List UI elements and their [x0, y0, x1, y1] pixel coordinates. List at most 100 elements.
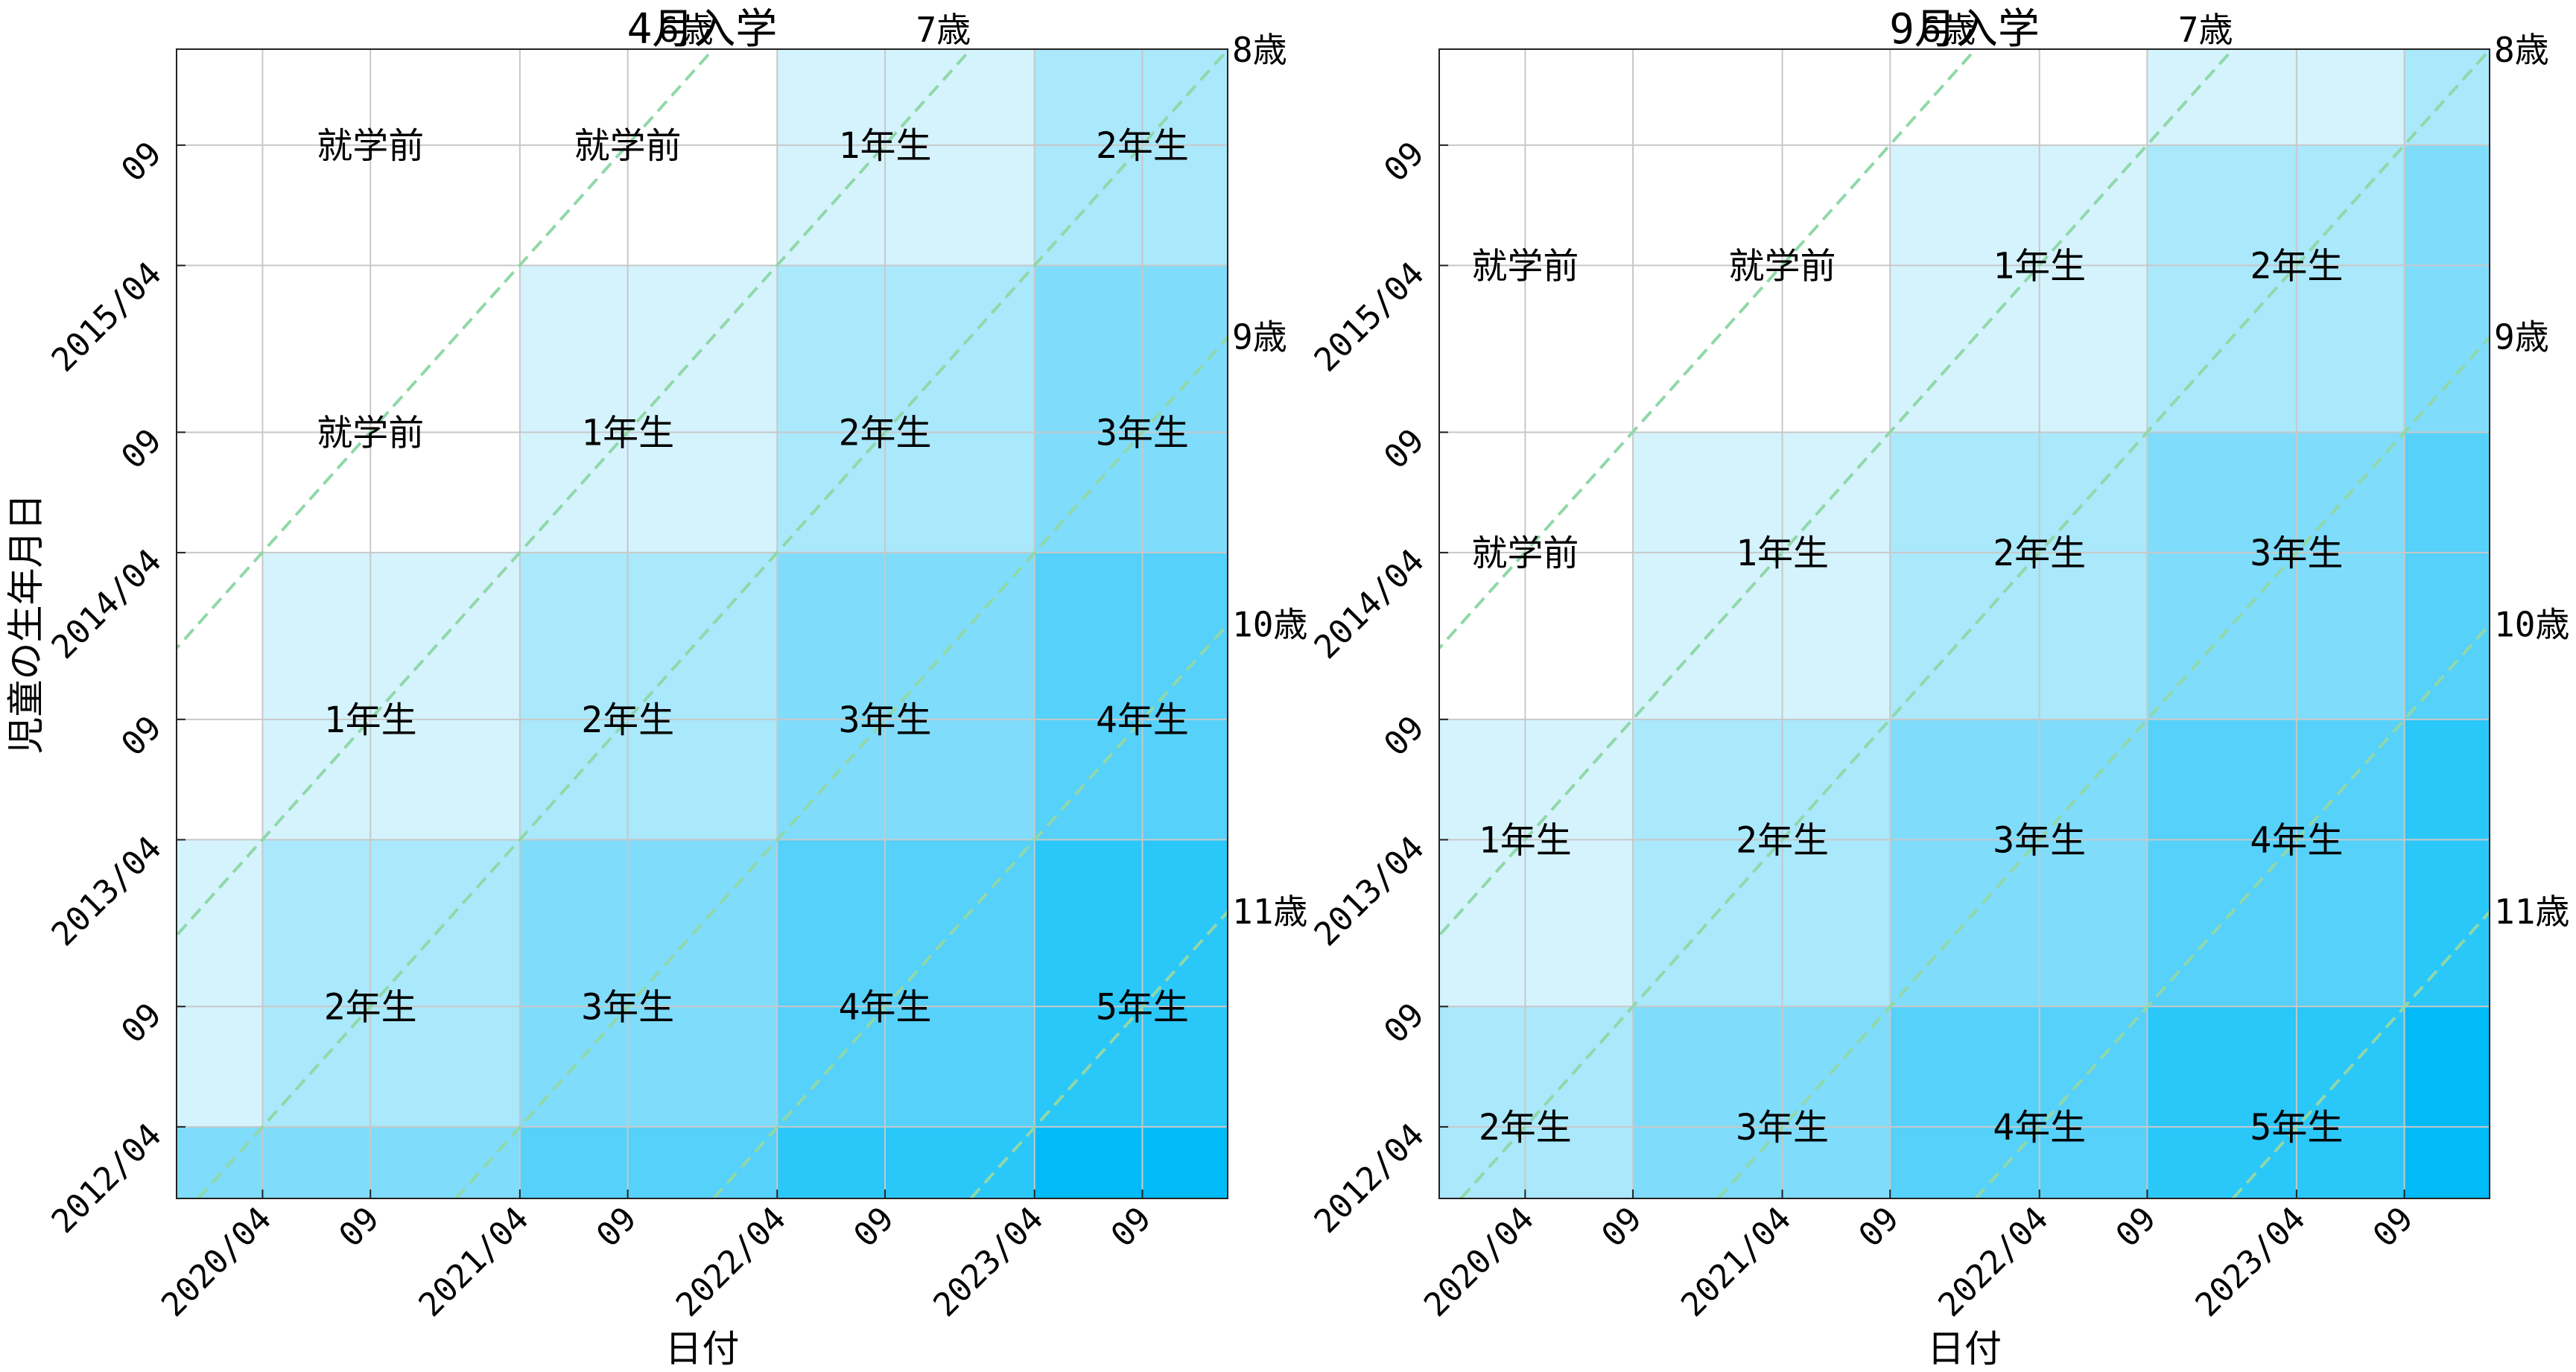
age-label: 8歳: [1232, 30, 1287, 70]
y-tick-label: 09: [1377, 709, 1432, 764]
age-label: 11歳: [1232, 892, 1307, 932]
x-tick-label: 09: [1104, 1200, 1159, 1255]
heatmap-cell: [777, 49, 1035, 266]
y-tick-label: 09: [114, 135, 169, 190]
y-axis-label: 児童の生年月日: [4, 494, 48, 755]
cell-label: 3年生: [1096, 412, 1189, 454]
heatmap-cell: [1633, 1006, 1891, 1198]
y-tick-label: 09: [1377, 422, 1432, 477]
cell-label: 就学前: [317, 125, 424, 167]
heatmap-cell: [1034, 839, 1228, 1127]
heatmap-cell: [1034, 265, 1228, 553]
cell-label: 4年生: [839, 986, 932, 1028]
cell-label: 1年生: [1993, 245, 2086, 287]
y-tick-label: 2012/04: [45, 1117, 169, 1241]
age-label: 8歳: [2494, 30, 2549, 70]
age-line: [1974, 622, 2490, 1198]
heatmap-cell: [262, 1126, 520, 1198]
y-tick-label: 2014/04: [1307, 542, 1432, 667]
y-tick-label: 09: [1377, 996, 1432, 1051]
cells-group: [177, 49, 1228, 1198]
x-tick-label: 09: [331, 1200, 387, 1255]
x-axis-label: 日付: [665, 1327, 740, 1371]
cell-label: 就学前: [1471, 245, 1579, 287]
age-label: 6歳: [659, 10, 714, 50]
y-tick-label: 09: [1377, 135, 1432, 190]
cell-label: 3年生: [2250, 533, 2343, 574]
heatmap-cell: [177, 839, 263, 1127]
x-tick-label: 2022/04: [1931, 1200, 2055, 1324]
age-line: [1439, 49, 1977, 651]
age-line: [1439, 49, 2234, 938]
cell-label: 3年生: [581, 986, 674, 1028]
x-tick-label: 2022/04: [669, 1200, 793, 1324]
cell-label: 就学前: [1729, 245, 1836, 287]
heatmap-cell: [177, 49, 263, 840]
age-line: [1717, 334, 2490, 1198]
age-label: 6歳: [1920, 10, 1976, 50]
cell-label: 2年生: [1096, 125, 1189, 167]
cell-label: 4年生: [2250, 819, 2343, 861]
heatmap-cell: [2404, 144, 2490, 433]
heatmap-cell: [2404, 1006, 2490, 1198]
cell-label: 2年生: [1736, 819, 1829, 861]
x-tick-label: 09: [1851, 1200, 1906, 1255]
panel-title: 4月入学: [627, 5, 778, 54]
heatmap-cell: [2404, 719, 2490, 1007]
heatmap-cell: [1034, 1126, 1228, 1198]
heatmap-cell: [262, 49, 520, 553]
heatmap-cell: [2147, 49, 2405, 145]
plot-frame: [176, 48, 1228, 1199]
heatmap-cell: [1890, 1006, 2148, 1198]
cell-label: 1年生: [1736, 533, 1829, 574]
y-tick-label: 2015/04: [45, 255, 169, 379]
age-label: 9歳: [1232, 317, 1287, 358]
age-line: [454, 334, 1228, 1198]
cell-label: 2年生: [839, 412, 932, 454]
age-line: [969, 909, 1228, 1198]
panel-title: 9月入学: [1889, 5, 2040, 54]
cell-label: 5年生: [1096, 986, 1189, 1028]
x-axis-label: 日付: [1927, 1327, 2002, 1371]
cell-label: 1年生: [581, 412, 674, 454]
cell-label: 1年生: [324, 699, 417, 741]
cell-label: 2年生: [1993, 533, 2086, 574]
age-line: [2231, 909, 2490, 1198]
cell-label: 1年生: [839, 125, 932, 167]
y-tick-label: 09: [114, 709, 169, 764]
heatmap-cell: [777, 265, 1035, 553]
cell-label: 2年生: [1479, 1107, 1572, 1149]
heatmap-cell: [519, 49, 778, 266]
heatmap-cell: [1439, 719, 1634, 1007]
cell-label: 2年生: [2250, 245, 2343, 287]
cells-group: [1439, 49, 2490, 1198]
age-lines-group: [177, 49, 1228, 1198]
heatmap-cell: [1439, 49, 1634, 720]
y-tick-label: 2015/04: [1307, 255, 1432, 379]
age-line: [197, 49, 1228, 1198]
plot-frame: [1438, 48, 2490, 1199]
age-line: [712, 622, 1228, 1198]
heatmap-cell: [2404, 49, 2490, 145]
heatmap-cell: [177, 1126, 263, 1198]
cell-label: 就学前: [1471, 533, 1579, 574]
x-tick-label: 2023/04: [926, 1200, 1050, 1324]
x-tick-label: 09: [2366, 1200, 2421, 1255]
heatmap-cell: [777, 1126, 1035, 1198]
y-tick-label: 2013/04: [1307, 829, 1432, 953]
heatmap-cell: [2404, 432, 2490, 720]
age-label: 7歳: [916, 10, 971, 50]
x-tick-label: 2020/04: [154, 1200, 279, 1324]
x-tick-label: 09: [846, 1200, 901, 1255]
cell-label: 2年生: [581, 699, 674, 741]
heatmap-cell: [2147, 1006, 2405, 1198]
age-label: 11歳: [2494, 892, 2569, 932]
y-tick-label: 09: [114, 996, 169, 1051]
cell-label: 4年生: [1993, 1107, 2086, 1149]
x-tick-label: 2020/04: [1417, 1200, 1541, 1324]
heatmap-cell: [1890, 49, 2148, 145]
x-tick-label: 2023/04: [2188, 1200, 2312, 1324]
y-tick-label: 2013/04: [45, 829, 169, 953]
